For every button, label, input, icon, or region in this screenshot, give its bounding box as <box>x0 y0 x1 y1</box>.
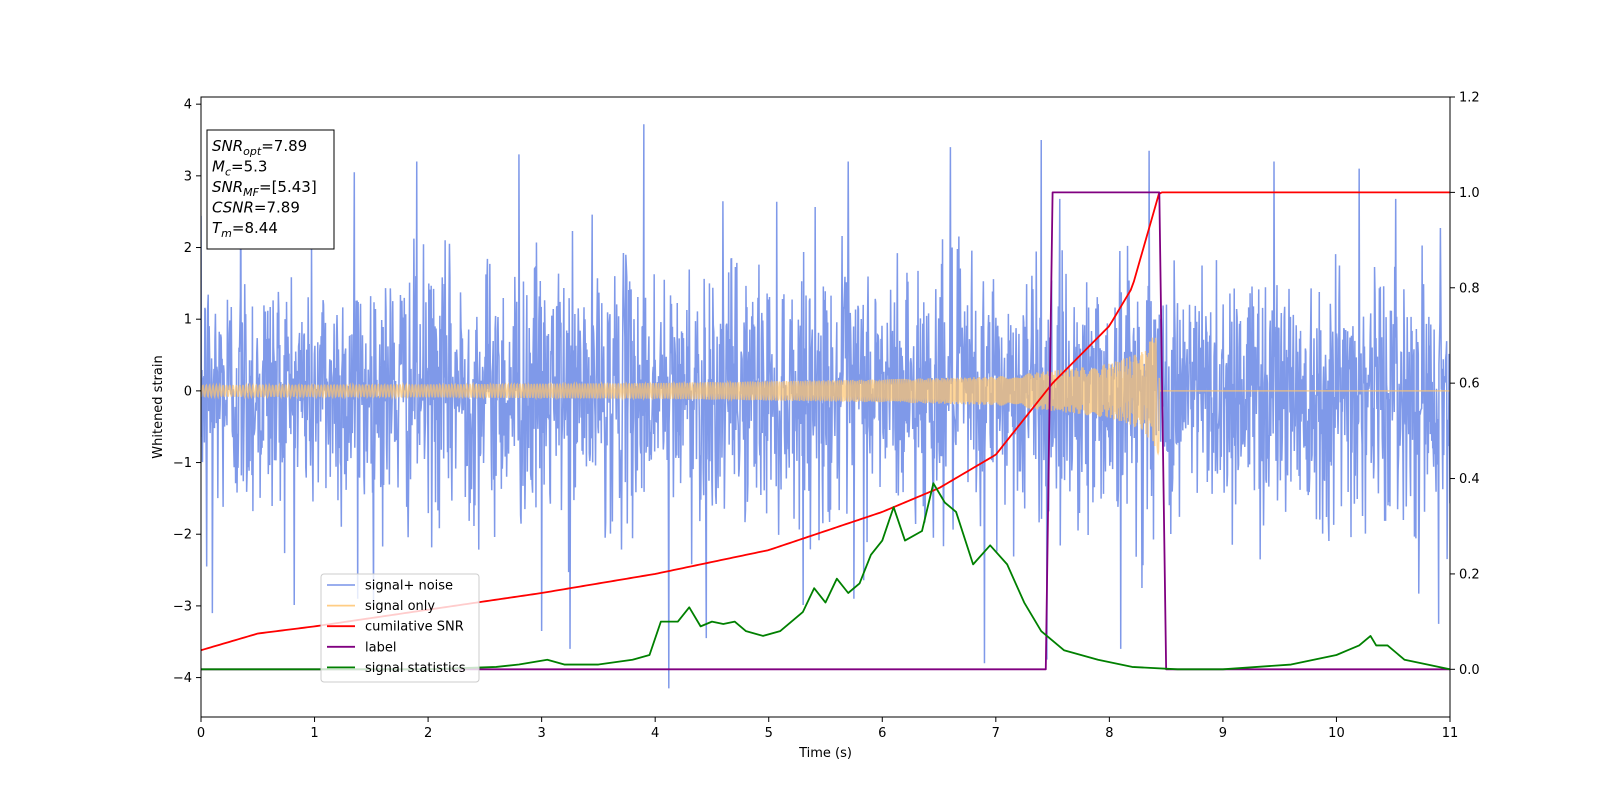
x-tick-label: 9 <box>1219 726 1227 741</box>
series-signal-noise <box>201 124 1450 689</box>
x-tick-label: 7 <box>992 726 1000 741</box>
series-signal-only <box>201 337 1450 456</box>
series-signal-statistics <box>201 482 1450 671</box>
info-line: SNRopt=7.89 <box>212 137 307 158</box>
legend-label: signal only <box>365 599 435 614</box>
y2-tick-label: 0.4 <box>1459 472 1480 487</box>
x-tick-label: 11 <box>1442 726 1459 741</box>
info-line: SNRMF=[5.43] <box>212 178 317 199</box>
y2-tick-label: 0.0 <box>1459 663 1480 678</box>
x-tick-label: 0 <box>197 726 205 741</box>
y-tick-label: 0 <box>184 384 192 399</box>
x-tick-label: 5 <box>765 726 773 741</box>
x-tick-label: 10 <box>1328 726 1345 741</box>
y2-tick-label: 1.2 <box>1459 91 1480 106</box>
x-tick-label: 4 <box>651 726 659 741</box>
y2-tick-label: 0.6 <box>1459 377 1480 392</box>
y-tick-label: 4 <box>184 98 192 113</box>
y-tick-label: 1 <box>184 313 192 328</box>
x-tick-label: 3 <box>537 726 545 741</box>
y-tick-label: −3 <box>173 599 192 614</box>
info-line: Mc=5.3 <box>212 158 267 179</box>
info-box-frame <box>206 129 335 250</box>
x-tick-label: 8 <box>1105 726 1113 741</box>
plot-frame <box>200 96 1451 718</box>
y-tick-label: 2 <box>184 241 192 256</box>
x-tick-label: 6 <box>878 726 886 741</box>
y2-tick-label: 0.8 <box>1459 281 1480 296</box>
y-tick-label: −2 <box>173 528 192 543</box>
y2-tick-label: 1.0 <box>1459 186 1480 201</box>
legend: signal+ noise signal only cumilative SNR la… <box>320 573 480 683</box>
legend-label: label <box>365 640 396 655</box>
y-axis-label: Whitened strain <box>151 355 166 458</box>
info-line: Tm=8.44 <box>212 219 278 240</box>
x-axis: 0 1 2 3 4 5 6 7 8 9 10 11 <box>197 717 1458 741</box>
legend-label: cumilative SNR <box>365 620 464 635</box>
info-line: CSNR=7.89 <box>212 199 300 217</box>
y-tick-label: −4 <box>173 671 192 686</box>
legend-label: signal+ noise <box>365 579 453 594</box>
y2-tick-label: 0.2 <box>1459 567 1480 582</box>
legend-frame <box>320 573 480 683</box>
y-axis-left: 4 3 2 1 0 −1 −2 −3 −4 <box>173 98 201 686</box>
y-tick-label: −1 <box>173 456 192 471</box>
x-tick-label: 1 <box>310 726 318 741</box>
y-axis-right: 1.2 1.0 0.8 0.6 0.4 0.2 0.0 <box>1450 91 1480 678</box>
legend-label: signal statistics <box>365 661 466 676</box>
y-tick-label: 3 <box>184 169 192 184</box>
x-axis-label: Time (s) <box>798 746 852 761</box>
x-tick-label: 2 <box>424 726 432 741</box>
